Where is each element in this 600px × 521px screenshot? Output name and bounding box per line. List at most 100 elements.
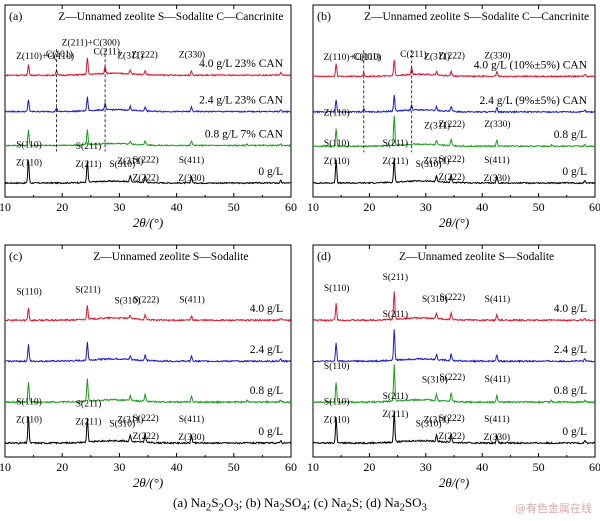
series-trace [4, 129, 292, 148]
caption-subscript: 4 [301, 501, 307, 514]
figure-caption: (a) Na2S2O3; (b) Na2SO4; (c) Na2S; (d) N… [0, 495, 600, 514]
x-tick-label: 10 [0, 460, 11, 474]
x-tick-label: 40 [476, 200, 488, 214]
xrd-panel: 10 20 30 40 50 60 2θ/(°) (b) Z—Unnamed zeolite S… [307, 4, 600, 230]
peak-annotation: S(411) [179, 155, 205, 166]
peak-annotation: S(310) [422, 375, 448, 386]
series-label: 0.8 g/L [250, 385, 283, 397]
series-label: 4.0 g/L [554, 303, 587, 315]
peak-annotation: S(411) [485, 374, 511, 385]
peak-annotation: S(411) [485, 294, 511, 305]
peak-annotation: Z(330) [484, 173, 510, 184]
peak-annotation: Z(311) [117, 50, 143, 61]
peak-annotation: S(310) [416, 418, 442, 429]
series-label: 0.8 g/L [554, 385, 587, 397]
series-trace [312, 411, 596, 445]
x-tick-label: 60 [285, 200, 297, 214]
peak-annotation: S(310) [109, 159, 135, 170]
x-tick-label: 60 [589, 460, 600, 474]
series-trace [312, 115, 596, 148]
peak-annotation: Z(222) [439, 172, 465, 183]
series-label: 4.0 g/L 23% CAN [199, 58, 284, 70]
x-tick-label: 30 [420, 200, 432, 214]
series-trace [4, 96, 292, 114]
caption-text: S; (d) Na [351, 495, 400, 510]
x-tick-label: 30 [113, 460, 125, 474]
series-trace [312, 94, 596, 114]
series-label: 2.4 g/L [250, 344, 283, 356]
peak-annotation: S(411) [179, 414, 205, 425]
caption-subscript: 2 [205, 501, 212, 514]
peak-annotation: Z(330) [484, 51, 510, 62]
peak-annotation: Z(110)+C(110) [324, 52, 382, 63]
peak-annotation: S(110) [324, 138, 350, 149]
peak-annotation: Z(110) [324, 414, 350, 425]
peak-annotation: Z(330) [179, 50, 205, 61]
series-trace [312, 158, 596, 185]
x-tick-label: 30 [420, 460, 432, 474]
x-tick-label: 60 [285, 460, 297, 474]
peak-annotation: S(211) [383, 272, 409, 283]
legend-text: Z—Unnamed zeolite S—Sodalite C—Cancrinit… [364, 11, 589, 23]
peak-annotation: Z(330) [484, 119, 510, 130]
series-trace [4, 305, 292, 323]
x-axis-label: 2θ/(°) [439, 475, 469, 490]
x-tick-label: 10 [307, 460, 319, 474]
plot-frame [4, 244, 292, 458]
legend-text: Z—Unnamed zeolite S—Sodalite [93, 251, 248, 263]
peak-annotation: Z(211) [382, 409, 408, 420]
panel-label: (d) [317, 249, 331, 263]
series-label: 4.0 g/L [250, 303, 283, 315]
caption-subscript: 2 [399, 501, 405, 514]
series-label: 4.0 g/L (10%±5%) CAN [474, 59, 588, 71]
series-label: 0.8 g/L [554, 129, 587, 141]
series-trace [4, 57, 292, 77]
panel-label: (c) [9, 249, 22, 263]
peak-annotation: Z(330) [484, 432, 510, 443]
caption-subscript: 2 [218, 501, 224, 514]
caption-subscript: 3 [421, 501, 427, 514]
x-axis-label: 2θ/(°) [133, 475, 163, 490]
caption-subscript: 2 [279, 501, 285, 514]
watermark: @有色金属在线 [515, 502, 592, 515]
peak-annotation: Z(110) [324, 108, 350, 119]
peak-annotation: Z(330) [178, 432, 204, 443]
peak-annotation: Z(311) [424, 156, 450, 167]
peak-annotation: S(211) [383, 391, 409, 402]
peak-annotation: Z(311) [117, 415, 143, 426]
series-label: 2.4 g/L 23% CAN [199, 95, 284, 107]
x-tick-label: 20 [363, 200, 375, 214]
legend-text: Z—Unnamed zeolite S—Sodalite C—Cancrinit… [58, 11, 283, 23]
peak-annotation: S(110) [16, 139, 42, 150]
peak-annotation: Z(211) [75, 159, 101, 170]
peak-annotation: C(101) [46, 49, 73, 60]
caption-text: (a) Na [173, 495, 206, 510]
x-tick-label: 40 [171, 460, 183, 474]
peak-annotation: Z(311) [117, 156, 143, 167]
peak-annotation: Z(110)+C(110) [16, 51, 74, 62]
peak-annotation: Z(222) [133, 172, 159, 183]
x-tick-label: 50 [533, 460, 545, 474]
peak-annotation: Z(110) [16, 157, 42, 168]
peak-annotation: Z(330) [178, 173, 204, 184]
peak-annotation: S(411) [179, 295, 205, 306]
caption-text: ; (c) Na [306, 495, 347, 510]
peak-annotation: Z(110) [16, 414, 42, 425]
peak-annotation: Z(311) [424, 51, 450, 62]
x-tick-label: 20 [56, 200, 68, 214]
x-tick-label: 40 [476, 460, 488, 474]
peak-annotation: S(411) [484, 414, 510, 425]
caption-text: S [211, 495, 219, 510]
peak-annotation: C(211) [400, 49, 427, 60]
series-trace [4, 341, 292, 364]
caption-subscript: 3 [233, 501, 239, 514]
peak-annotation: S(211) [76, 398, 102, 409]
peak-annotation: Z(311) [424, 415, 450, 426]
peak-annotation: Z(222) [439, 431, 465, 442]
peak-annotation: S(222) [439, 372, 465, 383]
series-trace [312, 291, 596, 323]
caption-text: SO [284, 495, 302, 510]
series-label: 0 g/L [562, 426, 587, 438]
x-tick-label: 40 [171, 200, 183, 214]
peak-annotation: S(222) [133, 154, 159, 165]
